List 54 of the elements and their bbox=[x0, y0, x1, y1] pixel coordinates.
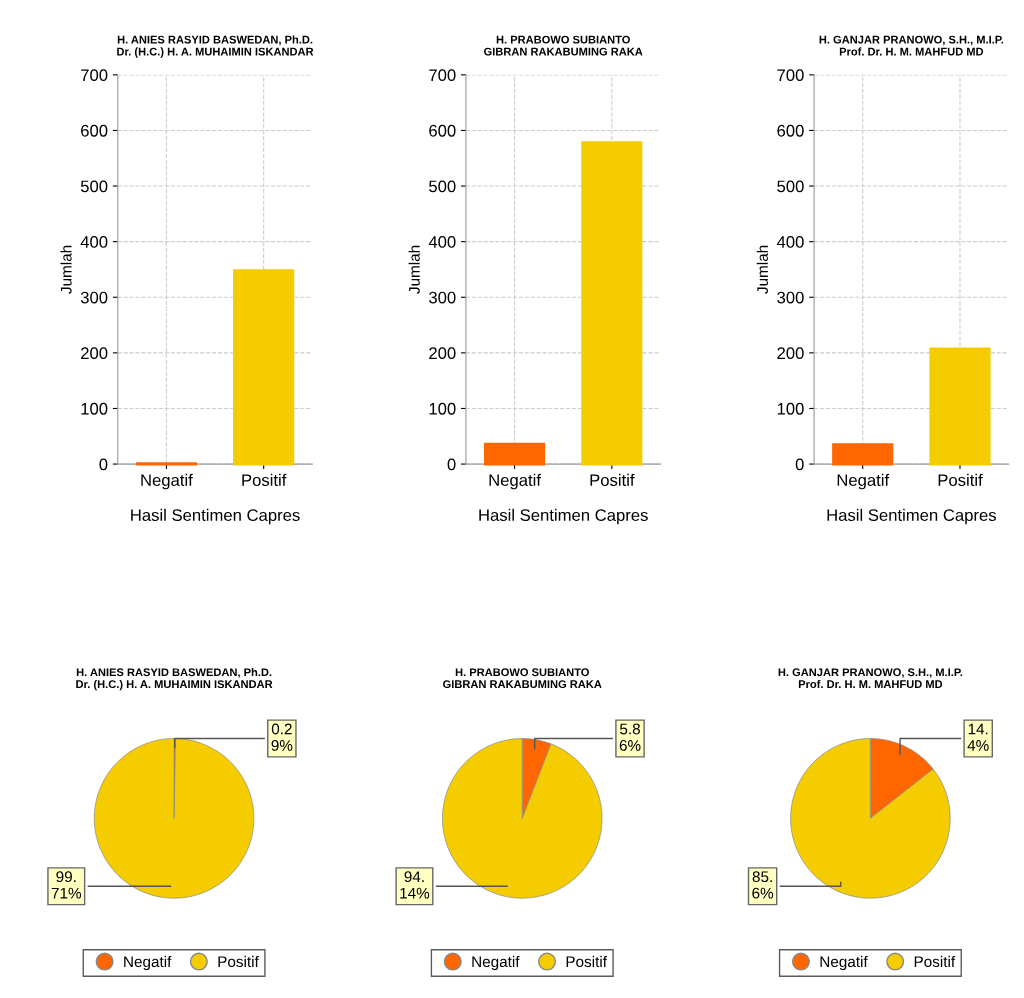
x-tick-label: Negatif bbox=[489, 473, 541, 490]
y-tick-label: 300 bbox=[777, 291, 804, 304]
data-label: 14.4% bbox=[967, 723, 989, 751]
chart-title: H. ANIES RASYID BASWEDAN, Ph.D. Dr. (H.C.) H. A. MUHAIMIN ISKANDAR bbox=[117, 35, 314, 58]
chart-title: H. ANIES RASYID BASWEDAN, Ph.D. Dr. (H.C.) H. A. MUHAIMIN ISKANDAR bbox=[76, 667, 273, 691]
y-tick-label: 200 bbox=[429, 347, 456, 360]
y-axis-title: Jumlah bbox=[408, 245, 420, 294]
y-tick-label: 200 bbox=[81, 347, 108, 360]
y-tick-label: 0 bbox=[795, 458, 804, 471]
y-tick-label: 700 bbox=[777, 69, 804, 82]
legend-label: Negatif bbox=[820, 955, 868, 971]
legend-label: Positif bbox=[914, 955, 956, 968]
y-tick-label: 0 bbox=[447, 458, 456, 471]
y-tick-label: 400 bbox=[428, 236, 456, 248]
y-tick-label: 600 bbox=[81, 124, 108, 137]
chart-title: H. GANJAR PRANOWO, S.H., M.I.P. Prof. Dr. H. M. MAHFUD MD bbox=[819, 35, 1004, 56]
y-tick-label: 100 bbox=[777, 402, 804, 415]
data-label: 85.6% bbox=[752, 871, 774, 899]
x-tick-label: Positif bbox=[242, 473, 287, 487]
y-tick-label: 300 bbox=[80, 291, 108, 304]
chart-title: H. PRABOWO SUBIANTO GIBRAN RAKABUMING RAKA bbox=[443, 668, 602, 689]
chart-title: H. GANJAR PRANOWO, S.H., M.I.P. Prof. Dr. H. M. MAHFUD MD bbox=[778, 668, 963, 689]
x-axis-title: Hasil Sentimen Capres bbox=[827, 508, 996, 525]
y-tick-label: 0 bbox=[99, 458, 108, 471]
legend-label: Negatif bbox=[124, 955, 172, 971]
y-tick-label: 100 bbox=[81, 402, 108, 415]
x-axis-title: Hasil Sentimen Capres bbox=[131, 508, 300, 525]
chart-title: H. PRABOWO SUBIANTO GIBRAN RAKABUMING RAKA bbox=[484, 35, 643, 56]
y-tick-label: 600 bbox=[429, 124, 456, 137]
x-axis-title: Hasil Sentimen Capres bbox=[479, 508, 648, 525]
x-tick-label: Positif bbox=[590, 473, 635, 487]
y-axis-title: Jumlah bbox=[60, 245, 72, 294]
y-tick-label: 500 bbox=[429, 180, 456, 193]
legend-label: Positif bbox=[566, 955, 607, 968]
data-label: 94.14% bbox=[400, 871, 430, 899]
y-tick-label: 400 bbox=[776, 236, 804, 248]
x-tick-label: Negatif bbox=[141, 473, 193, 490]
y-tick-label: 300 bbox=[429, 291, 456, 304]
data-label: 5.86% bbox=[619, 723, 641, 751]
y-tick-label: 700 bbox=[81, 69, 108, 82]
y-axis-title: Jumlah bbox=[756, 245, 768, 294]
data-label: 0.29% bbox=[271, 723, 293, 751]
y-tick-label: 400 bbox=[80, 236, 108, 248]
y-tick-label: 500 bbox=[80, 180, 108, 193]
y-tick-label: 500 bbox=[777, 180, 804, 193]
x-tick-label: Positif bbox=[938, 473, 983, 487]
y-tick-label: 700 bbox=[429, 69, 456, 82]
legend-label: Negatif bbox=[472, 955, 520, 971]
y-tick-label: 600 bbox=[777, 124, 804, 137]
y-tick-label: 100 bbox=[429, 402, 456, 415]
legend-label: Positif bbox=[218, 955, 259, 968]
y-tick-label: 200 bbox=[777, 347, 804, 360]
data-label: 99.71% bbox=[51, 871, 82, 899]
x-tick-label: Negatif bbox=[837, 473, 890, 490]
